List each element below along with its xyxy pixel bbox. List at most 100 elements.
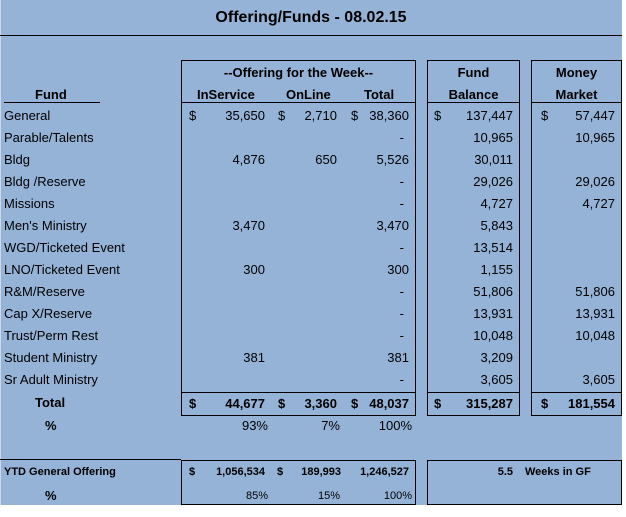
currency-symbol: $ (189, 396, 197, 411)
offering-box (181, 60, 416, 416)
page-title: Offering/Funds - 08.02.15 (215, 9, 407, 26)
ytd-label: YTD General Offering (4, 466, 116, 478)
row-fund: Cap X/Reserve (4, 306, 93, 321)
currency-symbol: $ (277, 466, 284, 478)
mm-header-underline (531, 102, 622, 103)
row-balance: 3,605 (480, 372, 513, 387)
fund-header-underline (4, 102, 100, 103)
totals-money-market: 181,554 (568, 396, 615, 411)
title-underline (0, 35, 622, 36)
header-fund-balance-1: Fund (457, 65, 490, 80)
row-fund: LNO/Ticketed Event (4, 262, 120, 277)
ytd-percent-online: 15% (317, 490, 340, 502)
percent-online: 7% (321, 418, 340, 433)
percent-label: % (45, 418, 57, 433)
row-balance: 51,806 (473, 284, 513, 299)
currency-symbol: $ (189, 108, 197, 123)
row-money-market: 57,447 (575, 108, 615, 123)
currency-symbol: $ (278, 396, 286, 411)
row-total: - (399, 240, 404, 255)
row-balance: 5,843 (480, 218, 513, 233)
ytd-online: 189,993 (301, 466, 341, 478)
grid-line (0, 0, 1, 505)
totals-balance: 315,287 (466, 396, 513, 411)
row-online: 650 (315, 152, 337, 167)
ytd-weeks-label: Weeks in GF (525, 466, 591, 478)
ytd-percent-total: 100% (383, 490, 412, 502)
row-fund: Bldg (4, 152, 31, 167)
row-money-market: 3,605 (582, 372, 615, 387)
row-fund: Missions (4, 196, 55, 211)
row-total: 5,526 (376, 152, 409, 167)
header-money-market-1: Money (555, 65, 598, 80)
row-money-market: 13,931 (575, 306, 615, 321)
row-total: - (399, 284, 404, 299)
row-balance: 29,026 (473, 174, 513, 189)
row-fund: Men's Ministry (4, 218, 87, 233)
ytd-weeks-value: 5.5 (497, 466, 513, 478)
header-total: Total (364, 87, 395, 102)
mm-total-line (531, 392, 622, 393)
currency-symbol: $ (351, 396, 359, 411)
row-fund: General (4, 108, 51, 123)
row-inservice: 300 (243, 262, 265, 277)
row-fund: Bldg /Reserve (4, 174, 86, 189)
row-money-market: 4,727 (582, 196, 615, 211)
row-money-market: 10,965 (575, 130, 615, 145)
offering-total-line (181, 392, 416, 393)
spreadsheet-area (0, 0, 622, 505)
row-total: - (399, 196, 404, 211)
balance-total-line (427, 392, 520, 393)
currency-symbol: $ (189, 466, 196, 478)
row-balance: 10,048 (473, 328, 513, 343)
row-balance: 13,514 (473, 240, 513, 255)
row-total: - (399, 130, 404, 145)
row-money-market: 10,048 (575, 328, 615, 343)
row-balance: 1,155 (480, 262, 513, 277)
header-money-market-2: Market (555, 87, 598, 102)
row-balance: 3,209 (480, 350, 513, 365)
row-total: 3,470 (376, 218, 409, 233)
row-inservice: 381 (243, 350, 265, 365)
header-online: OnLine (286, 87, 331, 102)
header-fund-balance-2: Balance (448, 87, 499, 102)
ytd-weeks-box (427, 460, 622, 505)
row-balance: 10,965 (473, 130, 513, 145)
row-fund: WGD/Ticketed Event (4, 240, 125, 255)
totals-total: 48,037 (369, 396, 409, 411)
row-fund: R&M/Reserve (4, 284, 85, 299)
totals-online: 3,360 (304, 396, 337, 411)
row-fund: Student Ministry (4, 350, 98, 365)
row-money-market: 29,026 (575, 174, 615, 189)
fund-balance-box (427, 60, 520, 416)
percent-total: 100% (378, 418, 412, 433)
ytd-percent-label: % (45, 488, 57, 503)
percent-inservice: 93% (241, 418, 268, 433)
currency-symbol: $ (351, 108, 359, 123)
header-inservice: InService (197, 87, 255, 102)
totals-label: Total (35, 395, 66, 410)
money-market-box (531, 60, 622, 416)
row-total: 381 (387, 350, 409, 365)
row-money-market: 51,806 (575, 284, 615, 299)
currency-symbol: $ (541, 396, 549, 411)
balance-header-underline (427, 102, 520, 103)
row-balance: 30,011 (474, 152, 513, 167)
row-inservice: 3,470 (232, 218, 265, 233)
ytd-inservice: 1,056,534 (216, 466, 265, 478)
ytd-percent-inservice: 85% (245, 490, 268, 502)
currency-symbol: $ (278, 108, 286, 123)
row-online: 2,710 (304, 108, 337, 123)
currency-symbol: $ (434, 108, 442, 123)
row-balance: 4,727 (480, 196, 513, 211)
offering-header-underline (181, 102, 416, 103)
ytd-total: 1,246,527 (360, 466, 409, 478)
header-fund: Fund (35, 87, 67, 102)
row-total: - (399, 372, 404, 387)
row-fund: Parable/Talents (4, 130, 94, 145)
header-offering-group: --Offering for the Week-- (223, 65, 374, 80)
ytd-offering-box (181, 460, 416, 505)
row-inservice: 4,876 (232, 152, 265, 167)
row-total: - (399, 328, 404, 343)
row-total: - (399, 306, 404, 321)
